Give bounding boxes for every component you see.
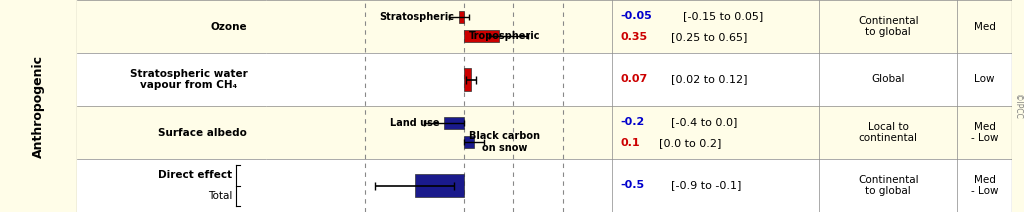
Text: -0.2: -0.2 <box>621 117 645 127</box>
Text: Continental
to global: Continental to global <box>858 16 919 37</box>
Text: Anthropogenic: Anthropogenic <box>32 54 45 158</box>
Text: -0.05: -0.05 <box>621 11 652 21</box>
Bar <box>77 0 266 53</box>
Text: Black carbon
on snow: Black carbon on snow <box>469 131 540 153</box>
Bar <box>819 0 957 53</box>
Text: 0.35: 0.35 <box>621 32 648 42</box>
Bar <box>464 136 474 148</box>
Text: Continental
to global: Continental to global <box>858 175 919 196</box>
Text: ©IPCC: ©IPCC <box>1013 93 1022 119</box>
Bar <box>957 0 1012 53</box>
Bar <box>464 30 499 42</box>
Bar <box>957 53 1012 106</box>
Bar <box>612 53 819 106</box>
Text: Med
- Low: Med - Low <box>971 175 998 196</box>
Bar <box>77 53 266 106</box>
Text: 0.07: 0.07 <box>621 74 648 85</box>
Bar <box>957 159 1012 212</box>
Bar <box>77 159 266 212</box>
Text: Med: Med <box>974 21 995 32</box>
Bar <box>459 11 464 23</box>
Text: [-0.9 to -0.1]: [-0.9 to -0.1] <box>671 180 741 191</box>
Text: [0.25 to 0.65]: [0.25 to 0.65] <box>671 32 748 42</box>
Text: Stratospheric water
vapour from CH₄: Stratospheric water vapour from CH₄ <box>130 69 248 90</box>
Bar <box>612 0 819 53</box>
Text: Stratospheric: Stratospheric <box>379 12 454 22</box>
Bar <box>444 117 464 129</box>
Bar <box>819 106 957 159</box>
Text: 0.1: 0.1 <box>621 138 640 148</box>
Text: Direct effect: Direct effect <box>158 170 232 180</box>
Text: [-0.4 to 0.0]: [-0.4 to 0.0] <box>671 117 737 127</box>
Text: Low: Low <box>974 74 995 85</box>
Text: [0.0 to 0.2]: [0.0 to 0.2] <box>658 138 721 148</box>
Bar <box>266 0 612 53</box>
Bar <box>612 159 819 212</box>
Bar <box>266 53 612 106</box>
Text: Tropospheric: Tropospheric <box>469 31 541 41</box>
Bar <box>819 159 957 212</box>
Text: -0.5: -0.5 <box>621 180 645 191</box>
Bar <box>612 106 819 159</box>
Text: Ozone: Ozone <box>211 21 248 32</box>
Text: Surface albedo: Surface albedo <box>159 127 248 138</box>
Bar <box>415 174 464 197</box>
Text: Local to
continental: Local to continental <box>859 122 918 143</box>
Bar <box>957 106 1012 159</box>
Bar <box>819 53 957 106</box>
Bar <box>77 106 266 159</box>
Text: Land use: Land use <box>390 118 439 128</box>
Bar <box>266 159 612 212</box>
Text: Med
- Low: Med - Low <box>971 122 998 143</box>
Bar <box>266 106 612 159</box>
Text: [0.02 to 0.12]: [0.02 to 0.12] <box>671 74 748 85</box>
Text: Total: Total <box>208 191 232 201</box>
Bar <box>464 68 471 91</box>
Text: [-0.15 to 0.05]: [-0.15 to 0.05] <box>683 11 763 21</box>
Text: Global: Global <box>871 74 905 85</box>
